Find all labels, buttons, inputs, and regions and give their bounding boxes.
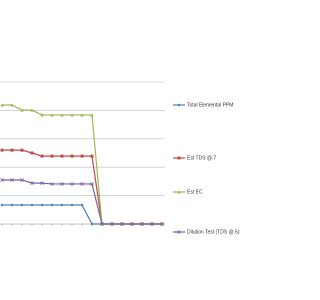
series-line <box>2 149 162 225</box>
marker <box>177 156 181 160</box>
marker <box>20 148 24 152</box>
chart: Total Elemental PPM Est TDS @.7 Est EC Dilu… <box>0 81 240 235</box>
marker <box>160 222 164 226</box>
marker <box>0 103 4 107</box>
marker <box>20 108 24 112</box>
marker <box>60 154 64 158</box>
marker <box>40 113 44 117</box>
marker <box>50 113 54 117</box>
marker <box>80 203 84 207</box>
marker <box>10 103 14 107</box>
legend-label: Dilution Test (TDS @.5) <box>187 229 240 235</box>
marker <box>80 113 84 117</box>
marker <box>30 151 34 155</box>
marker <box>40 203 44 207</box>
marker <box>10 178 14 182</box>
marker <box>20 178 24 182</box>
marker <box>0 178 4 182</box>
marker <box>140 222 144 226</box>
marker <box>120 222 124 226</box>
marker <box>177 230 181 234</box>
marker <box>90 154 94 158</box>
marker <box>177 190 181 194</box>
marker <box>50 203 54 207</box>
marker <box>10 203 14 207</box>
marker <box>150 222 154 226</box>
marker <box>70 113 74 117</box>
marker <box>70 182 74 186</box>
series-line <box>2 179 162 225</box>
marker <box>177 103 181 107</box>
marker <box>60 182 64 186</box>
marker <box>90 113 94 117</box>
marker <box>110 222 114 226</box>
series-line <box>2 204 162 225</box>
marker <box>50 154 54 158</box>
marker <box>80 182 84 186</box>
marker <box>50 182 54 186</box>
marker <box>70 203 74 207</box>
marker <box>30 181 34 185</box>
marker <box>20 203 24 207</box>
marker <box>30 108 34 112</box>
marker <box>100 222 104 226</box>
marker <box>60 203 64 207</box>
marker <box>10 148 14 152</box>
marker <box>130 222 134 226</box>
marker <box>40 181 44 185</box>
legend-label: Est EC <box>187 189 203 195</box>
legend-label: Est TDS @.7 <box>187 155 216 161</box>
marker <box>60 113 64 117</box>
marker <box>90 182 94 186</box>
marker <box>0 203 4 207</box>
legend-label: Total Elemental PPM <box>187 102 233 108</box>
marker <box>0 148 4 152</box>
marker <box>40 154 44 158</box>
marker <box>90 222 94 226</box>
marker <box>80 154 84 158</box>
marker <box>70 154 74 158</box>
marker <box>30 203 34 207</box>
